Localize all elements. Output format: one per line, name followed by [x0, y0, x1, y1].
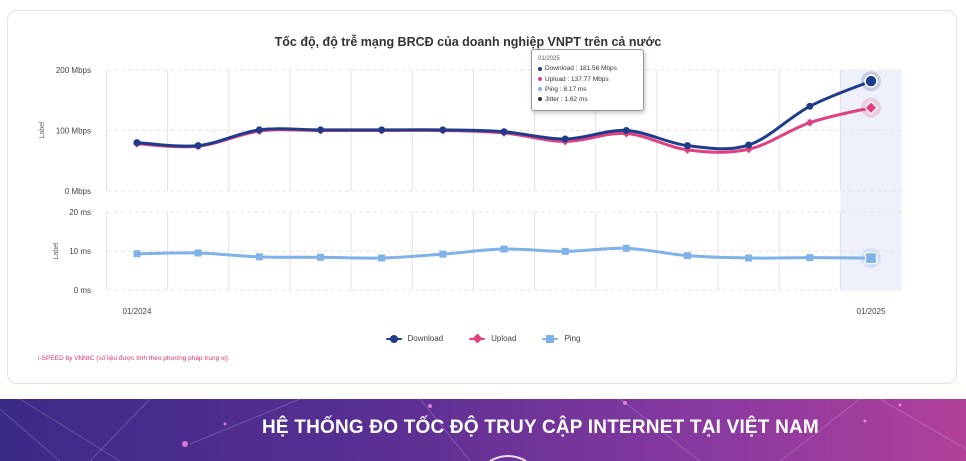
- tooltip-ping-text: Ping : 8.17 ms: [545, 85, 587, 93]
- chart-title: Tốc độ, độ trễ mạng BRCĐ của doanh nghiệ…: [274, 35, 662, 49]
- data-point-download: [864, 74, 878, 88]
- data-point-ping: [745, 254, 753, 262]
- y-tick-label: 10 ms: [69, 247, 91, 256]
- chart-card: [7, 10, 957, 384]
- y-tick-label: 100 Mbps: [56, 127, 91, 136]
- data-point-download: [806, 102, 814, 110]
- data-point-download: [194, 142, 202, 150]
- y-tick-label: 20 ms: [69, 208, 91, 217]
- data-point-ping: [864, 252, 878, 265]
- x-tick-label: 01/2024: [123, 307, 152, 316]
- chart-legend: Download Upload Ping: [0, 333, 966, 344]
- tooltip-jitter-text: Jitter : 1.62 ms: [545, 96, 588, 104]
- legend-marker-upload: [469, 333, 486, 344]
- data-point-ping: [194, 249, 202, 257]
- legend-label-ping: Ping: [564, 334, 581, 343]
- legend-item-download[interactable]: Download: [385, 334, 444, 343]
- tooltip-row-download: Download : 181.56 Mbps: [538, 64, 637, 74]
- tooltip-upload-text: Upload : 137.77 Mbps: [545, 75, 609, 83]
- y-axis-label: Label: [53, 242, 60, 260]
- data-point-ping: [133, 250, 141, 258]
- tooltip-download-text: Download : 181.56 Mbps: [545, 65, 617, 73]
- tooltip-header: 01/2025: [538, 56, 560, 62]
- data-point-ping: [806, 254, 814, 262]
- speed-latency-chart: 200 Mbps 100 Mbps 0 Mbps 20 ms 10 ms 0 ms Labe…: [39, 66, 903, 316]
- y-tick-label: 0 Mbps: [65, 187, 91, 196]
- banner-title: HỆ THỐNG ĐO TỐC ĐỘ TRUY CẬP INTERNET TẠI…: [262, 417, 819, 438]
- tooltip-row-ping: Ping : 8.17 ms: [538, 85, 637, 95]
- legend-label-download: Download: [407, 334, 444, 343]
- data-point-download: [745, 141, 753, 149]
- legend-label-upload: Upload: [491, 334, 517, 343]
- x-tick-label: 01/2025: [857, 307, 886, 316]
- data-point-download: [317, 126, 324, 134]
- data-point-download: [622, 127, 630, 134]
- data-point-download: [561, 135, 569, 143]
- promo-banner: HỆ THỐNG ĐO TỐC ĐỘ TRUY CẬP INTERNET TẠI…: [0, 399, 966, 461]
- y-tick-label: 200 Mbps: [56, 66, 91, 75]
- tooltip-bullet: [538, 76, 542, 81]
- data-point-upload: [864, 100, 878, 115]
- data-point-download: [439, 126, 447, 134]
- tooltip-bullet: [538, 66, 542, 71]
- y-tick-label: 0 ms: [74, 286, 91, 295]
- series-line-download: [135, 79, 873, 151]
- tooltip-row-upload: Upload : 137.77 Mbps: [538, 75, 637, 85]
- tooltip-bullet: [538, 97, 542, 102]
- legend-marker-ping: [542, 334, 559, 343]
- legend-item-ping[interactable]: Ping: [542, 334, 580, 343]
- tooltip-bullet: [538, 87, 542, 92]
- source-footnote: i-SPEED by VNNIC (số liệu được tính theo…: [38, 355, 228, 362]
- data-point-ping: [255, 253, 263, 261]
- data-point-ping: [561, 247, 569, 255]
- data-point-ping: [378, 254, 386, 262]
- legend-item-upload[interactable]: Upload: [469, 333, 517, 344]
- data-point-download: [684, 142, 691, 150]
- data-point-download: [133, 139, 141, 147]
- data-point-ping: [439, 250, 447, 258]
- data-point-download: [378, 126, 386, 134]
- data-point-download: [255, 126, 263, 134]
- data-point-ping: [317, 253, 324, 261]
- tooltip-row-jitter: Jitter : 1.62 ms: [538, 95, 637, 105]
- chart-tooltip: 01/2025 Download : 181.56 Mbps Upload : …: [531, 49, 644, 111]
- data-point-download: [500, 128, 508, 136]
- data-point-upload: [805, 118, 814, 127]
- y-axis-label: Label: [39, 121, 46, 139]
- data-point-ping: [622, 244, 630, 252]
- data-point-ping: [684, 252, 691, 260]
- data-point-ping: [500, 245, 508, 253]
- banner-network-decoration: [0, 399, 966, 461]
- legend-marker-download: [385, 334, 402, 343]
